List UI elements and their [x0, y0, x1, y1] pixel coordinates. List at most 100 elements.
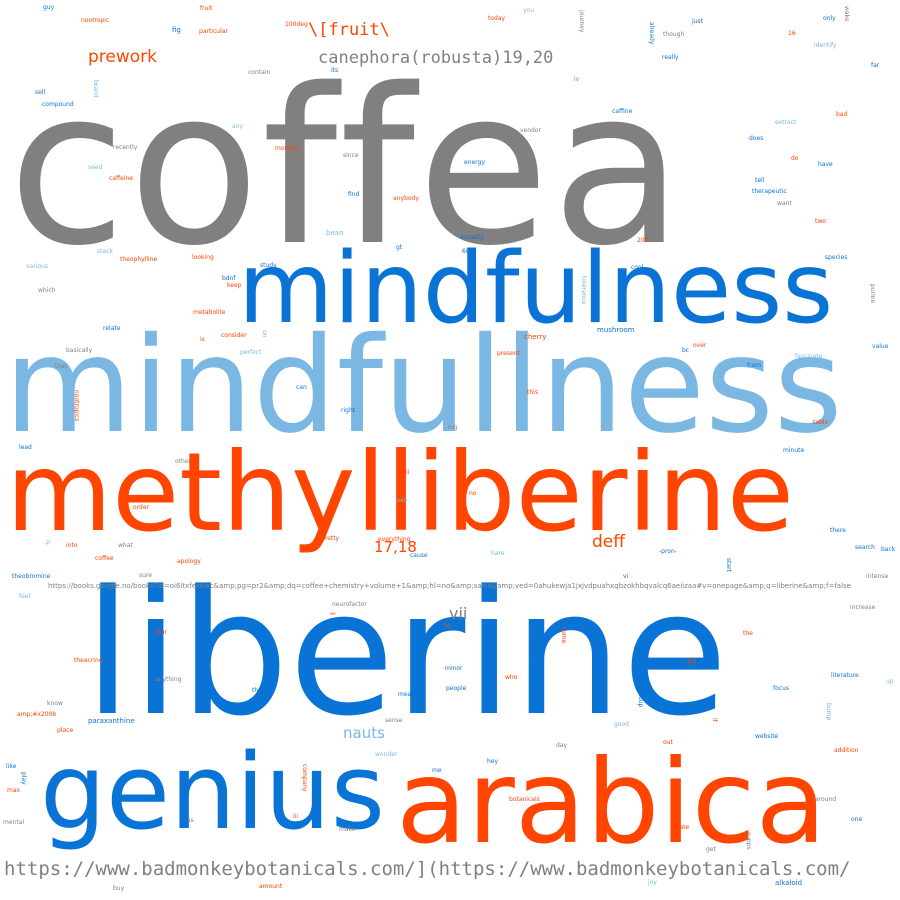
word-its: its — [331, 67, 339, 74]
word-journey: journey — [578, 10, 585, 33]
word-really: really — [662, 54, 679, 61]
word-good: good — [614, 721, 629, 728]
word-into: into — [66, 542, 78, 549]
word-species: species — [825, 254, 848, 261]
word-fruit-bracket: \[fruit\ — [308, 20, 390, 40]
word-table: table — [813, 419, 829, 426]
word-caffine: caffine — [612, 108, 633, 115]
word-fruit: fruit — [200, 5, 213, 12]
word-therapeutic: therapeutic — [752, 188, 787, 195]
word-bump: bump — [825, 703, 832, 721]
word-pretty: pretty — [321, 535, 340, 542]
word-only: only — [823, 15, 836, 22]
word-there: there — [830, 527, 846, 534]
word-people: people — [446, 685, 467, 692]
word-sell: sell — [35, 89, 46, 96]
word-nootropic: nootropic — [81, 17, 110, 24]
word-mental: mental — [3, 819, 25, 826]
word-value: value — [872, 343, 889, 350]
word-perfect: perfect — [240, 349, 262, 356]
word-my: my — [102, 618, 112, 625]
word-do: do — [791, 155, 799, 162]
word-everything: everything — [378, 536, 411, 543]
word-no: no — [469, 490, 477, 497]
word-the: the — [743, 630, 753, 637]
word-search: search — [855, 544, 875, 551]
word-as: as — [187, 817, 194, 824]
word-recently: recently — [113, 144, 138, 151]
word-brand: brand — [92, 80, 99, 98]
word-anybody: anybody — [393, 195, 419, 202]
word-which: which — [38, 287, 56, 294]
word-like: like — [6, 763, 17, 770]
word-bean: bean — [326, 229, 344, 237]
word-basically: basically — [66, 347, 93, 354]
word-find: find — [348, 191, 360, 198]
word-just: just — [692, 18, 703, 25]
word-can: can — [296, 384, 307, 391]
word-fascinate: fascinate — [795, 353, 823, 360]
word-theophylline: theophylline — [120, 256, 158, 263]
word-is: is — [44, 540, 51, 545]
word-wonder: wonder — [375, 751, 398, 758]
word-around: around — [815, 796, 837, 803]
word-maybe: maybe — [497, 296, 504, 317]
word-then: then — [252, 687, 266, 694]
word-iv: iv — [574, 76, 580, 83]
word-identify: identify — [814, 42, 837, 49]
word-what: what — [118, 542, 133, 549]
word-metabolite: metabolite — [193, 309, 226, 316]
word-liberine: liberine — [84, 553, 728, 754]
word-prework: prework — [88, 47, 158, 67]
word-sure: sure — [139, 572, 152, 579]
word-up: up — [886, 678, 894, 685]
word-compound: compound — [42, 101, 74, 108]
word-amount: amount — [259, 883, 283, 890]
word-see: see — [397, 497, 408, 504]
word-particular: particular — [199, 28, 228, 35]
word-intense: intense — [866, 573, 889, 580]
word-mindfulness: mindfulness — [238, 232, 834, 346]
word-one: one — [851, 816, 863, 823]
word-lead: lead — [19, 444, 32, 451]
word-consider: consider — [221, 332, 247, 339]
word-genius: genius — [40, 731, 385, 853]
word-today: today — [488, 15, 506, 22]
word-purine: purine — [869, 284, 876, 304]
word-max: max — [7, 787, 21, 794]
word-vendor: vendor — [520, 127, 541, 134]
word-me: me — [432, 767, 442, 774]
word-have: have — [818, 161, 833, 168]
word-anything: anything — [155, 676, 182, 683]
word-already: already — [648, 22, 655, 45]
word-dig: dig — [687, 658, 697, 665]
word-get: get — [706, 846, 716, 853]
word-does: does — [749, 135, 764, 142]
word-buy: buy — [113, 885, 125, 892]
word-16: 16 — [788, 30, 796, 37]
word-17-18: 17,18 — [374, 538, 417, 556]
word-increase: increase — [850, 604, 876, 611]
word-stack: stack — [97, 248, 113, 255]
word-you: you — [523, 7, 535, 14]
word-bdnf: bdnf — [222, 275, 236, 282]
word-on: on — [261, 330, 268, 338]
word-monkey: monkey — [275, 145, 299, 152]
word-caffeine: caffeine — [109, 175, 133, 182]
word-fig: fig — [172, 26, 181, 34]
word-cause: cause — [410, 552, 428, 559]
word-four: four — [155, 629, 168, 636]
word-contain: contain — [248, 69, 271, 76]
word-alkaloid: alkaloid — [775, 879, 803, 887]
word-know: know — [47, 700, 63, 707]
word-bc: bc — [682, 347, 690, 354]
word-i: is — [200, 336, 205, 343]
word-various: various — [26, 263, 48, 270]
word-who: who — [505, 674, 518, 681]
word-from: from — [747, 362, 761, 369]
word-mushroom: mushroom — [597, 326, 635, 334]
word-make: make — [339, 826, 356, 833]
word-hare: hare — [491, 550, 505, 557]
word-far: far — [871, 62, 880, 69]
word-gt: gt — [396, 244, 403, 251]
